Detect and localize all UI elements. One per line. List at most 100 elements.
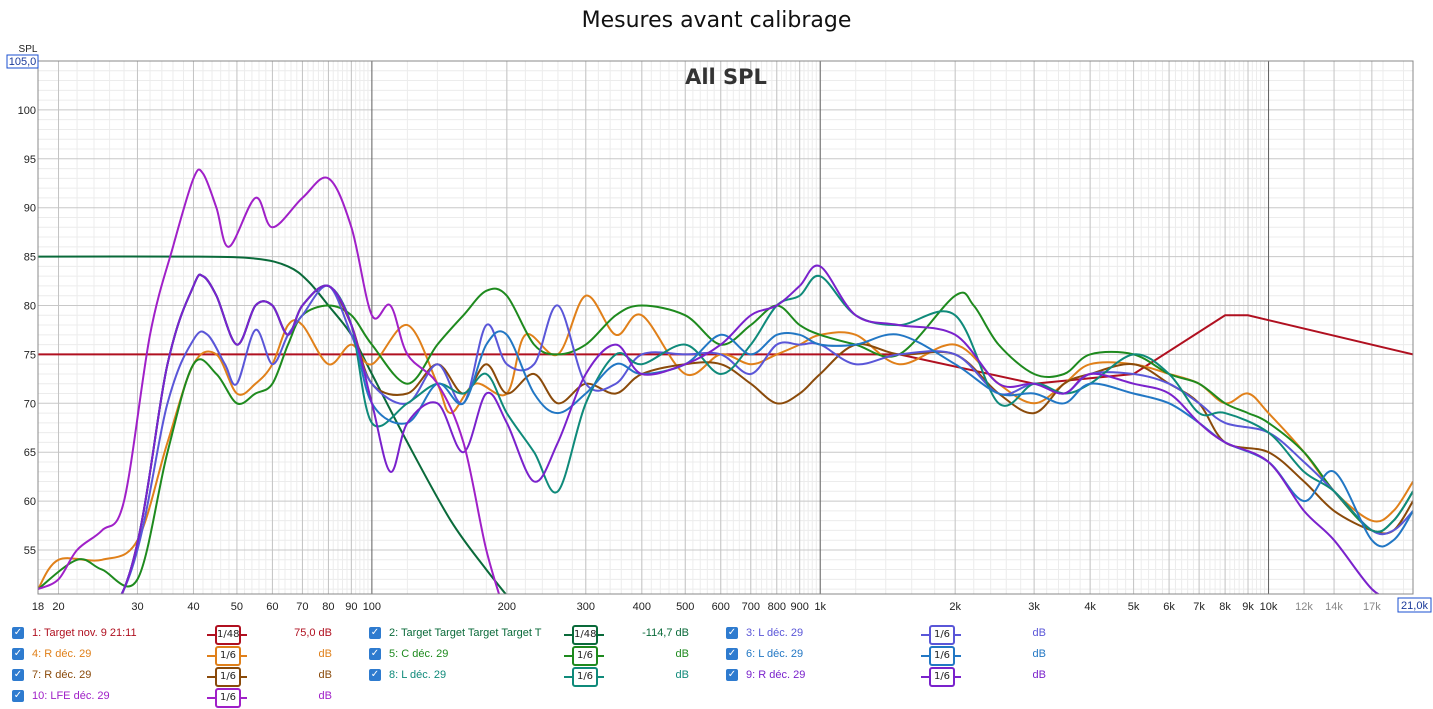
legend-entry-8[interactable]: ✓ 8: L déc. 29 1/6 dB bbox=[369, 666, 709, 687]
legend-series-name: 7: R déc. 29 bbox=[32, 669, 92, 681]
x-tick-label: 200 bbox=[498, 601, 516, 613]
x-tick-label: 8k bbox=[1219, 601, 1231, 613]
checkbox-icon[interactable]: ✓ bbox=[726, 669, 738, 681]
legend-entry-10[interactable]: ✓ 10: LFE déc. 29 1/6 dB bbox=[12, 687, 352, 708]
legend-entry-9[interactable]: ✓ 9: R déc. 29 1/6 dB bbox=[726, 666, 1066, 687]
smoothing-value[interactable]: 1/48 bbox=[572, 625, 598, 645]
checkbox-icon[interactable]: ✓ bbox=[12, 648, 24, 660]
legend-series-name: 5: C déc. 29 bbox=[389, 648, 449, 660]
y-axis-label: SPL bbox=[19, 44, 38, 55]
x-tick-label: 700 bbox=[742, 601, 760, 613]
x-tick-label: 90 bbox=[345, 601, 357, 613]
y-max-readout-box[interactable] bbox=[6, 54, 39, 69]
y-tick-label: 75 bbox=[24, 349, 36, 361]
legend-entry-2[interactable]: ✓ 2: Target Target Target Target T 1/48 -11… bbox=[369, 624, 709, 645]
smoothing-value[interactable]: 1/6 bbox=[215, 667, 241, 687]
smoothing-selector[interactable]: 1/6 bbox=[207, 666, 247, 687]
smoothing-value[interactable]: 1/6 bbox=[929, 625, 955, 645]
smoothing-selector[interactable]: 1/6 bbox=[921, 645, 961, 666]
smoothing-value[interactable]: 1/6 bbox=[929, 646, 955, 666]
smoothing-selector[interactable]: 1/48 bbox=[564, 624, 604, 645]
x-tick-label: 300 bbox=[577, 601, 595, 613]
legend-value: dB bbox=[1032, 627, 1046, 639]
smoothing-selector[interactable]: 1/6 bbox=[921, 624, 961, 645]
y-tick-label: 95 bbox=[24, 154, 36, 166]
legend-value: dB bbox=[675, 648, 689, 660]
smoothing-selector[interactable]: 1/6 bbox=[564, 645, 604, 666]
series-line-10 bbox=[38, 168, 501, 594]
checkbox-icon[interactable]: ✓ bbox=[12, 690, 24, 702]
x-tick-label: 60 bbox=[266, 601, 278, 613]
checkbox-icon[interactable]: ✓ bbox=[369, 648, 381, 660]
series-line-3 bbox=[120, 284, 1413, 594]
legend-value: dB bbox=[1032, 648, 1046, 660]
smoothing-selector[interactable]: 1/6 bbox=[921, 666, 961, 687]
x-tick-label: 600 bbox=[712, 601, 730, 613]
x-tick-label: 17k bbox=[1363, 601, 1381, 613]
legend-entry-6[interactable]: ✓ 6: L déc. 29 1/6 dB bbox=[726, 645, 1066, 666]
legend-series-name: 6: L déc. 29 bbox=[746, 648, 804, 660]
y-tick-label: 65 bbox=[24, 447, 36, 459]
spl-chart[interactable]: All SPL SPL 55 60 65 70 75 80 85 90 95 100 18 20 30… bbox=[0, 0, 1433, 624]
smoothing-value[interactable]: 1/6 bbox=[215, 688, 241, 708]
y-max-readout[interactable]: 105,0 bbox=[9, 56, 37, 68]
legend-series-name: 10: LFE déc. 29 bbox=[32, 690, 110, 702]
x-max-readout[interactable]: 21,0k bbox=[1401, 600, 1428, 612]
y-tick-label: 80 bbox=[24, 300, 36, 312]
x-tick-label: 1k bbox=[814, 601, 826, 613]
checkbox-icon[interactable]: ✓ bbox=[369, 669, 381, 681]
legend-value: dB bbox=[318, 669, 332, 681]
checkbox-icon[interactable]: ✓ bbox=[12, 627, 24, 639]
checkbox-icon[interactable]: ✓ bbox=[726, 648, 738, 660]
legend-series-name: 3: L déc. 29 bbox=[746, 627, 804, 639]
x-tick-label: 40 bbox=[187, 601, 199, 613]
smoothing-selector[interactable]: 1/6 bbox=[207, 645, 247, 666]
series-lines bbox=[38, 168, 1413, 594]
legend-value: dB bbox=[1032, 669, 1046, 681]
smoothing-selector[interactable]: 1/6 bbox=[207, 687, 247, 708]
x-tick-label: 80 bbox=[322, 601, 334, 613]
y-tick-label: 85 bbox=[24, 252, 36, 264]
x-tick-label: 7k bbox=[1193, 601, 1205, 613]
x-tick-label: 400 bbox=[633, 601, 651, 613]
x-tick-label: 500 bbox=[676, 601, 694, 613]
x-max-readout-box[interactable] bbox=[1397, 597, 1432, 613]
legend-entry-7[interactable]: ✓ 7: R déc. 29 1/6 dB bbox=[12, 666, 352, 687]
x-tick-label: 10k bbox=[1260, 601, 1278, 613]
x-tick-label: 4k bbox=[1084, 601, 1096, 613]
checkbox-icon[interactable]: ✓ bbox=[726, 627, 738, 639]
x-tick-label: 800 bbox=[768, 601, 786, 613]
y-tick-label: 55 bbox=[24, 545, 36, 557]
legend-series-name: 4: R déc. 29 bbox=[32, 648, 92, 660]
legend-entry-5[interactable]: ✓ 5: C déc. 29 1/6 dB bbox=[369, 645, 709, 666]
series-line-5 bbox=[38, 287, 1413, 590]
y-tick-label: 60 bbox=[24, 496, 36, 508]
x-tick-label: 12k bbox=[1295, 601, 1313, 613]
legend-value: 75,0 dB bbox=[294, 627, 332, 639]
legend: ✓ 1: Target nov. 9 21:11 1/48 75,0 dB ✓ 2: Ta… bbox=[0, 624, 1433, 709]
legend-value: dB bbox=[318, 690, 332, 702]
x-tick-label: 5k bbox=[1128, 601, 1140, 613]
smoothing-value[interactable]: 1/6 bbox=[572, 667, 598, 687]
x-tick-label: 70 bbox=[296, 601, 308, 613]
x-axis: 18 20 30 40 50 60 70 80 90 100 200 300 400 500 600 700 8… bbox=[32, 601, 1381, 613]
checkbox-icon[interactable]: ✓ bbox=[369, 627, 381, 639]
smoothing-value[interactable]: 1/6 bbox=[215, 646, 241, 666]
smoothing-value[interactable]: 1/6 bbox=[929, 667, 955, 687]
smoothing-value[interactable]: 1/6 bbox=[572, 646, 598, 666]
x-tick-label: 20 bbox=[52, 601, 64, 613]
legend-series-name: 2: Target Target Target Target T bbox=[389, 627, 542, 639]
plot-frame bbox=[37, 60, 1414, 595]
x-tick-label: 6k bbox=[1163, 601, 1175, 613]
grid bbox=[37, 60, 1413, 594]
legend-entry-3[interactable]: ✓ 3: L déc. 29 1/6 dB bbox=[726, 624, 1066, 645]
smoothing-selector[interactable]: 1/6 bbox=[564, 666, 604, 687]
smoothing-selector[interactable]: 1/48 bbox=[207, 624, 247, 645]
legend-entry-1[interactable]: ✓ 1: Target nov. 9 21:11 1/48 75,0 dB bbox=[12, 624, 352, 645]
legend-series-name: 1: Target nov. 9 21:11 bbox=[32, 627, 137, 639]
y-tick-label: 100 bbox=[18, 105, 36, 117]
legend-entry-4[interactable]: ✓ 4: R déc. 29 1/6 dB bbox=[12, 645, 352, 666]
x-tick-label: 2k bbox=[949, 601, 961, 613]
checkbox-icon[interactable]: ✓ bbox=[12, 669, 24, 681]
smoothing-value[interactable]: 1/48 bbox=[215, 625, 241, 645]
